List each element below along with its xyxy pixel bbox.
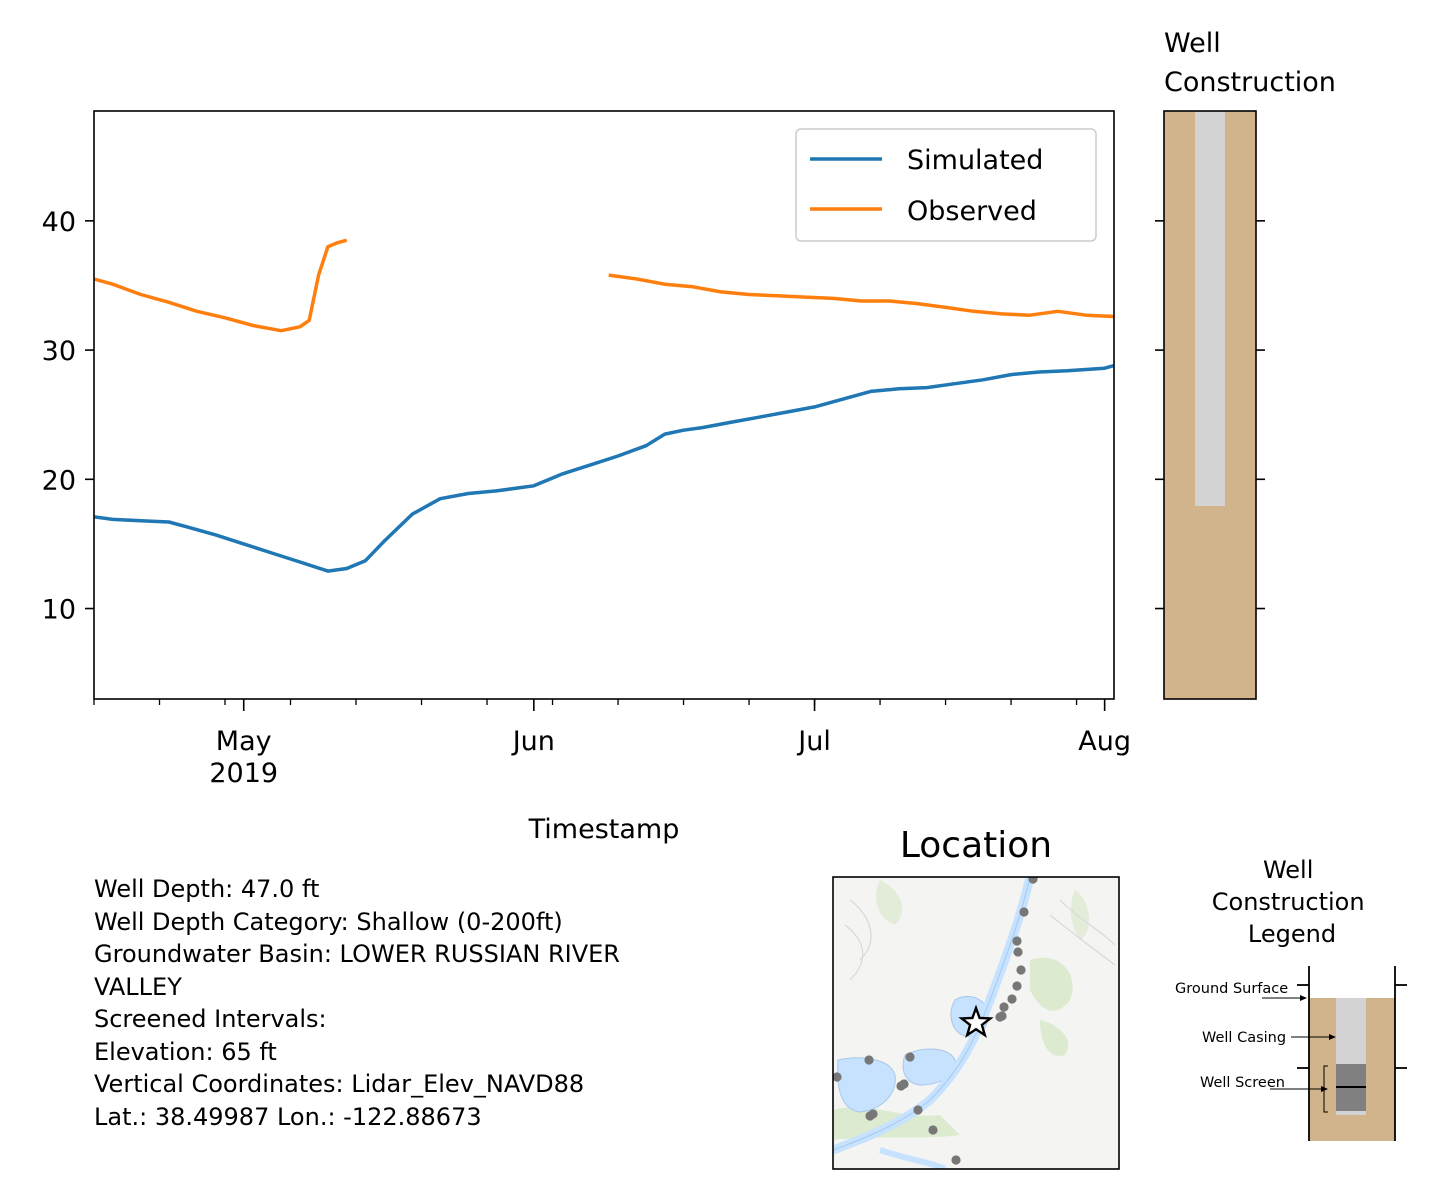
map-well-point (999, 1002, 1009, 1012)
vegetation-area (1030, 957, 1073, 1011)
well-frame (1163, 110, 1257, 700)
legend-label-observed: Observed (907, 196, 1037, 227)
map-well-point (864, 1055, 874, 1065)
info-line: Vertical Coordinates: Lidar_Elev_NAVD88 (94, 1070, 585, 1098)
x-axis-label: Timestamp (528, 814, 680, 845)
map-well-point (1016, 965, 1026, 975)
y-tick-label: 20 (42, 465, 76, 496)
series-line-observed-segment-1 (93, 238, 348, 333)
y-tick-label: 30 (42, 336, 76, 367)
map-well-point (905, 1052, 915, 1062)
legend-well-screen-label: Well Screen (1200, 1075, 1285, 1091)
map-frame (832, 876, 1120, 1170)
info-line: Groundwater Basin: LOWER RUSSIAN RIVER (94, 940, 620, 968)
map-well-point (1028, 877, 1038, 884)
well-construction-legend: Well Construction Legend Ground Surface … (1175, 856, 1407, 1141)
location-title: Location (900, 825, 1052, 866)
well-casing (1195, 111, 1225, 506)
series-line-observed-segment-2 (608, 273, 1115, 319)
legend-box (795, 128, 1097, 242)
info-line: VALLEY (94, 972, 182, 1001)
vegetation-area (875, 880, 903, 925)
well-points (833, 877, 1038, 1165)
y-tick-label: 10 (42, 595, 76, 626)
vegetation-area (1070, 890, 1090, 940)
legend: Simulated Observed (795, 128, 1097, 242)
map-well-point (913, 1105, 923, 1115)
well-depth-ticks (1155, 220, 1265, 610)
well-construction-title: Well Construction (1164, 28, 1336, 98)
legend-panel-title: Well Construction Legend (1212, 856, 1372, 948)
series-layer (93, 238, 1115, 573)
well-construction-panel: Well Construction (1155, 28, 1336, 700)
info-line: Lat.: 38.49987 Lon.: -122.88673 (94, 1102, 482, 1131)
target-well-star-icon (958, 1004, 994, 1038)
map-well-point (865, 1111, 875, 1121)
map-well-point (1013, 947, 1023, 957)
map-well-point (995, 1012, 1005, 1022)
legend-well-casing-label: Well Casing (1202, 1030, 1286, 1046)
map-well-point (1019, 907, 1029, 917)
map-well-point (1007, 994, 1017, 1004)
legend-ground-surface-label: Ground Surface (1175, 981, 1288, 997)
creek (879, 1147, 947, 1169)
x-tick-label: Jun (511, 726, 555, 757)
y-axis: 10 20 30 40 (42, 207, 94, 626)
vegetation-area (1040, 1020, 1069, 1056)
info-line: Screened Intervals: (94, 1005, 327, 1033)
info-line: Well Depth Category: Shallow (0-200ft) (94, 907, 563, 936)
x-tick-label: Aug (1078, 726, 1131, 757)
location-map (833, 877, 1119, 1169)
map-well-point (928, 1125, 938, 1135)
map-well-point (1012, 936, 1022, 946)
x-tick-label: May (216, 726, 272, 757)
plot-frame (93, 110, 1115, 700)
x-tick-label: Jul (796, 726, 831, 757)
well-info: Well Depth: 47.0 ft Well Depth Category: … (94, 873, 794, 1133)
map-well-point (896, 1081, 906, 1091)
y-tick-label: 40 (42, 207, 76, 238)
info-line: Elevation: 65 ft (94, 1037, 277, 1066)
x-tick-label: 2019 (209, 758, 278, 789)
location-map-panel: Location (832, 825, 1120, 1170)
map-well-point (1012, 981, 1022, 991)
map-well-point (833, 1072, 842, 1082)
river-edge (833, 877, 1031, 1151)
legend-label-simulated: Simulated (907, 145, 1043, 176)
series-line-simulated (93, 363, 1115, 573)
info-line: Well Depth: 47.0 ft (94, 875, 320, 903)
map-well-point (951, 1155, 961, 1165)
